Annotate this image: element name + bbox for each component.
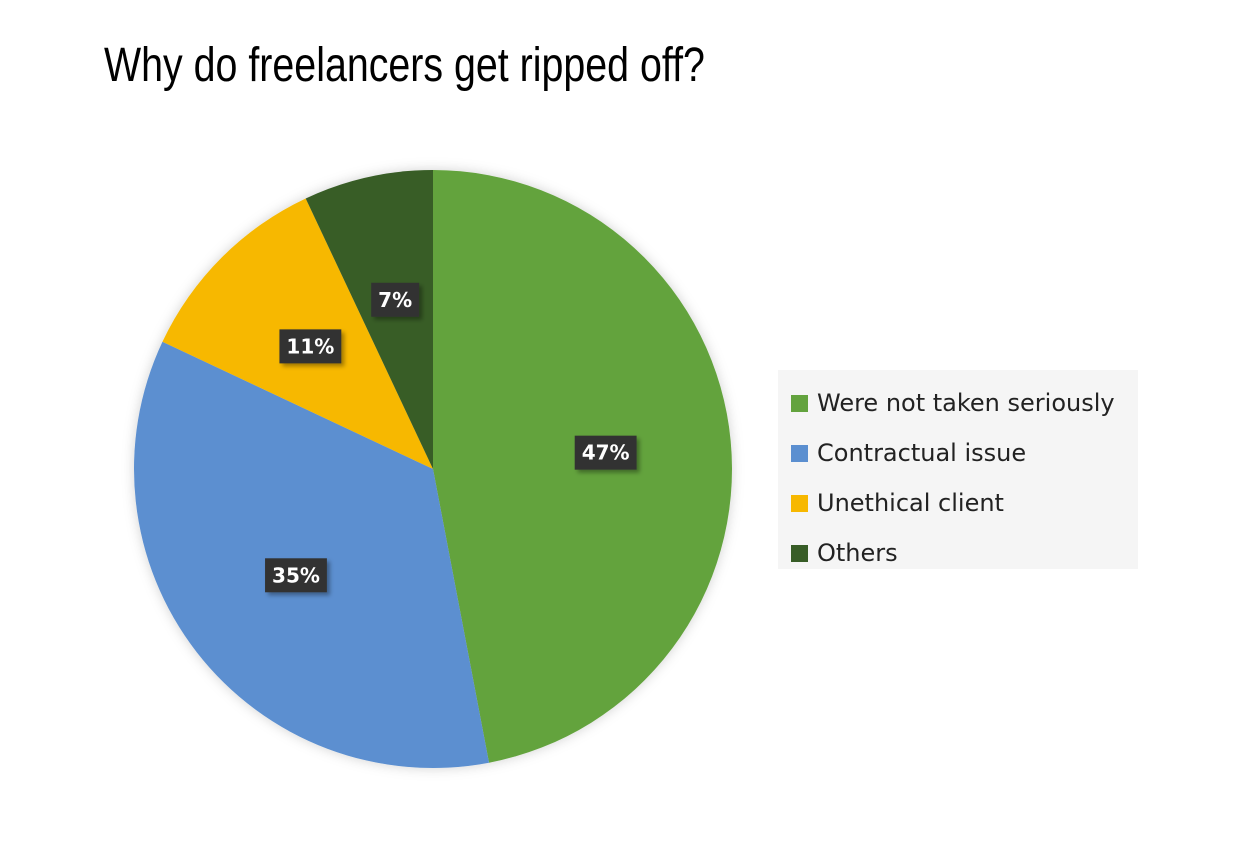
data-label-box <box>279 329 342 364</box>
data-label-text: 7% <box>378 288 412 312</box>
legend-swatch <box>791 494 808 512</box>
legend-label: Unethical client <box>817 489 1004 517</box>
pie-slice <box>305 170 433 469</box>
chart-title: Why do freelancers get ripped off? <box>104 39 705 92</box>
legend-swatch <box>791 444 808 462</box>
data-label-text: 47% <box>582 441 630 465</box>
legend-item: Were not taken seriously <box>791 378 1138 428</box>
legend-swatch <box>791 394 808 412</box>
data-label: 7% <box>371 282 420 317</box>
data-label: 47% <box>574 435 637 470</box>
data-label-text: 11% <box>286 334 334 358</box>
legend-item: Others <box>791 528 1138 578</box>
legend-label: Contractual issue <box>817 439 1027 467</box>
legend: Were not taken seriously Contractual iss… <box>778 370 1138 569</box>
data-label: 11% <box>279 329 342 364</box>
legend-item: Contractual issue <box>791 428 1138 478</box>
data-label: 35% <box>265 558 327 593</box>
data-label-box <box>265 558 327 593</box>
legend-label: Others <box>817 539 898 567</box>
legend-item: Unethical client <box>791 478 1138 528</box>
data-label-box <box>371 282 420 317</box>
legend-swatch <box>791 544 808 562</box>
legend-label: Were not taken seriously <box>817 389 1115 417</box>
data-label-text: 35% <box>272 563 320 587</box>
data-label-box <box>574 435 637 470</box>
pie-slice <box>134 341 490 768</box>
